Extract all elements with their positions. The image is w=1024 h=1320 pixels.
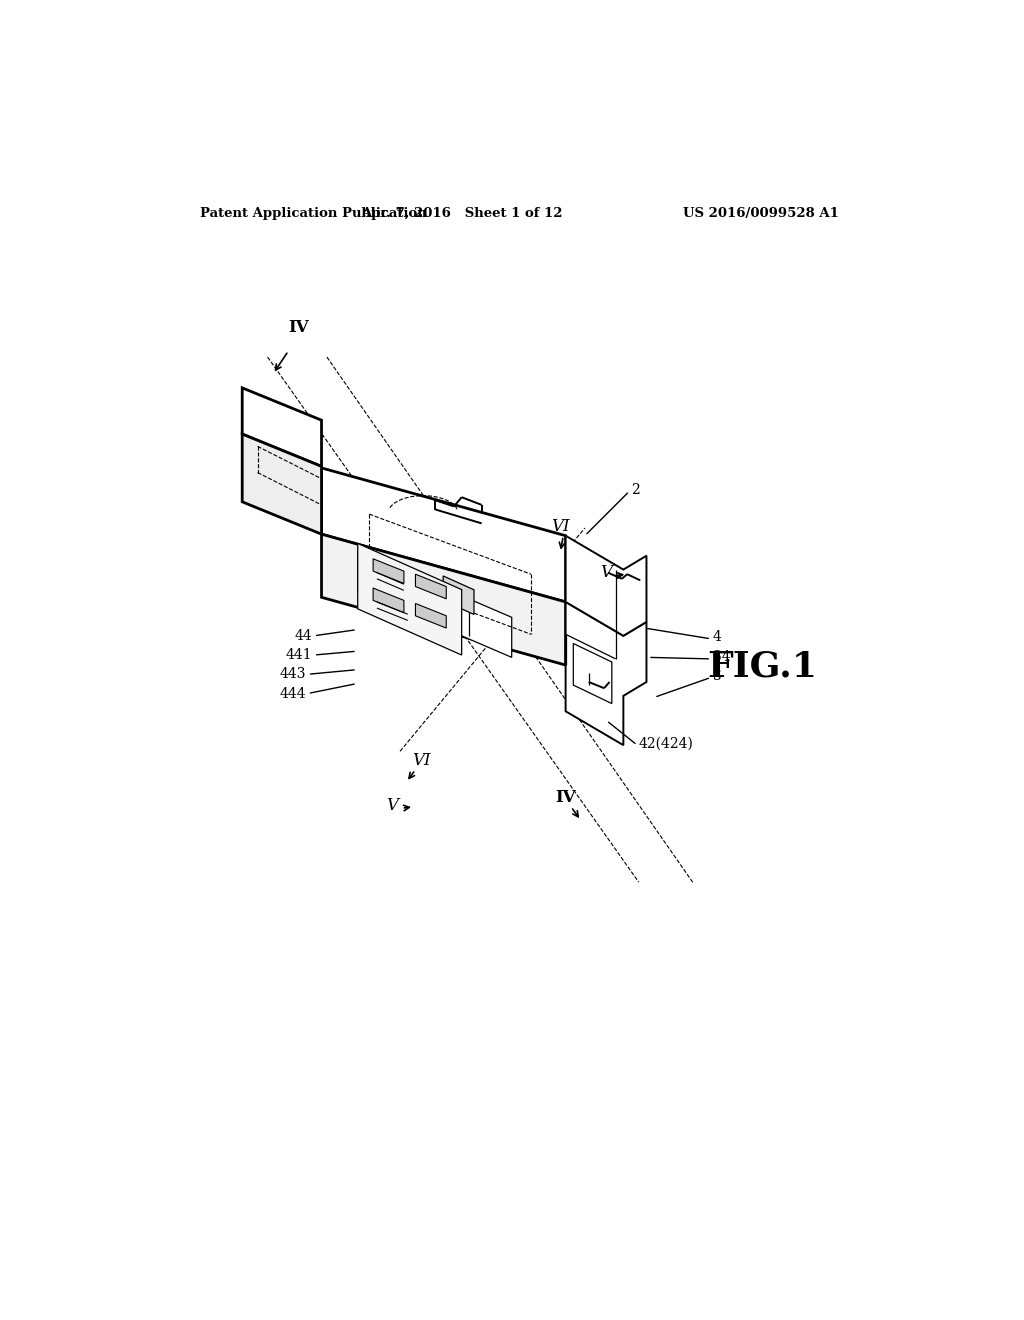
Polygon shape: [573, 644, 611, 704]
Polygon shape: [443, 576, 474, 614]
Text: FIG.1: FIG.1: [707, 649, 817, 684]
Polygon shape: [357, 552, 512, 657]
Polygon shape: [357, 544, 462, 655]
Text: 4: 4: [713, 631, 722, 644]
Text: VI: VI: [413, 752, 431, 770]
Text: Apr. 7, 2016   Sheet 1 of 12: Apr. 7, 2016 Sheet 1 of 12: [360, 207, 562, 220]
Polygon shape: [322, 535, 565, 665]
Polygon shape: [407, 569, 437, 607]
Polygon shape: [373, 558, 403, 583]
Polygon shape: [565, 602, 646, 744]
Polygon shape: [322, 469, 565, 602]
Text: 2: 2: [631, 483, 640, 496]
Text: 443: 443: [280, 668, 306, 681]
Polygon shape: [565, 536, 646, 636]
Polygon shape: [243, 434, 322, 535]
Text: 3: 3: [713, 669, 722, 682]
Polygon shape: [243, 388, 322, 466]
Text: 42(424): 42(424): [639, 737, 693, 751]
Text: IV: IV: [288, 319, 308, 337]
Text: V: V: [600, 564, 612, 581]
Text: VI: VI: [551, 517, 569, 535]
Text: V: V: [386, 797, 398, 813]
Text: 441: 441: [286, 648, 312, 663]
Text: US 2016/0099528 A1: US 2016/0099528 A1: [683, 207, 839, 220]
Polygon shape: [370, 562, 400, 601]
Polygon shape: [373, 589, 403, 612]
Polygon shape: [416, 603, 446, 628]
Text: Patent Application Publication: Patent Application Publication: [200, 207, 427, 220]
Text: 34: 34: [713, 651, 730, 664]
Polygon shape: [416, 574, 446, 599]
Text: 44: 44: [295, 628, 312, 643]
Text: 444: 444: [280, 686, 306, 701]
Text: IV: IV: [555, 789, 575, 807]
